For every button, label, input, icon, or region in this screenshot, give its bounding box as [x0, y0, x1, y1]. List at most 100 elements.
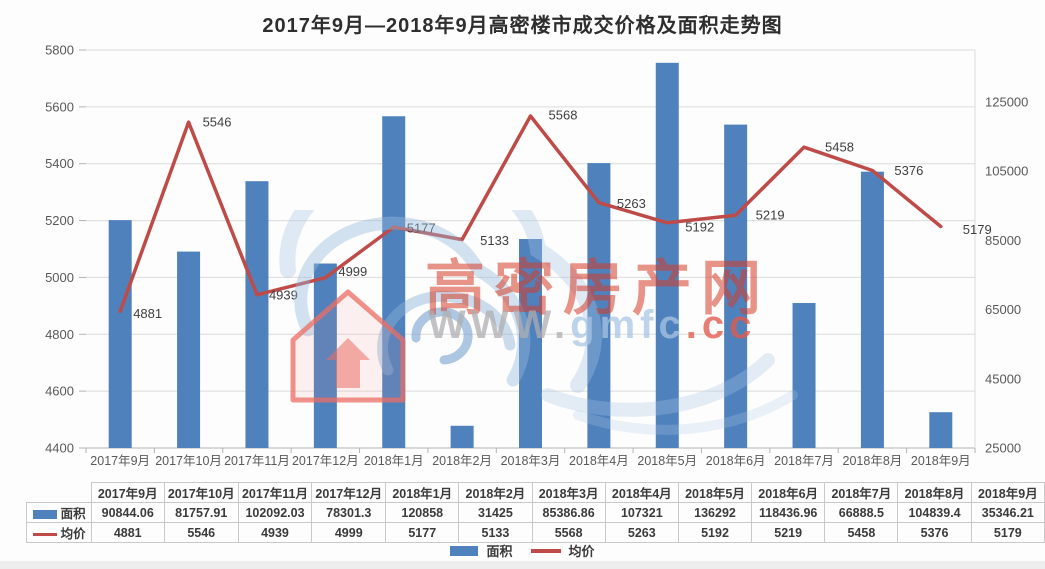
x-axis-label: 2018年3月 — [501, 454, 561, 468]
table-col-header: 2017年12月 — [311, 482, 387, 503]
price-swatch-icon — [32, 533, 57, 537]
table-value-cell: 118436.96 — [751, 502, 826, 523]
left-axis-label: 5800 — [45, 43, 74, 58]
price-point-label: 5376 — [894, 163, 923, 178]
right-axis-label: 105000 — [985, 164, 1028, 179]
table-value-cell: 5219 — [751, 522, 826, 543]
x-axis-label: 2018年9月 — [911, 454, 971, 468]
table-col-header: 2018年5月 — [677, 482, 753, 503]
area-bar — [860, 171, 884, 448]
chart-title: 2017年9月—2018年9月高密楼市成交价格及面积走势图 — [262, 15, 783, 37]
table-value-cell: 81757.91 — [163, 502, 239, 523]
area-bar — [245, 181, 269, 449]
table-value-cell: 5133 — [458, 522, 533, 543]
x-axis-label: 2018年6月 — [706, 454, 766, 468]
table-col-header: 2017年11月 — [237, 482, 313, 503]
area-legend-swatch — [450, 545, 479, 556]
area-bar — [929, 412, 953, 448]
table-row: 面积 90844.06 81757.91 102092.03 78301.3 120858… — [26, 502, 1045, 523]
table-col-header: 2017年9月 — [90, 482, 165, 503]
left-axis-label: 5200 — [45, 213, 74, 228]
table-col-header: 2018年3月 — [531, 482, 606, 503]
table-row: 均价 4881 5546 4939 4999 5177 5133 5568 5263 5192 52… — [26, 522, 1045, 543]
area-bar — [382, 116, 406, 449]
area-bar — [177, 251, 201, 448]
area-bar — [655, 62, 679, 448]
data-table: 2017年9月 2017年10月 2017年11月 2017年12月 2018年1月 20… — [26, 482, 1045, 543]
price-point-label: 5192 — [685, 219, 714, 234]
table-col-header: 2018年2月 — [458, 482, 533, 503]
price-point-label: 5133 — [480, 233, 509, 248]
area-bar — [587, 163, 611, 448]
x-axis-label: 2018年7月 — [774, 454, 834, 468]
price-point-label: 4881 — [133, 306, 162, 321]
x-axis-label: 2018年2月 — [432, 454, 492, 468]
area-swatch-icon — [32, 510, 57, 520]
table-value-cell: 136292 — [677, 502, 753, 523]
price-point-label: 5179 — [963, 222, 992, 237]
left-axis-label: 4800 — [45, 327, 74, 342]
right-axis-label: 65000 — [985, 302, 1021, 317]
table-col-header: 2018年4月 — [604, 482, 679, 503]
right-axis-label: 85000 — [985, 233, 1021, 248]
right-axis-label: 45000 — [985, 371, 1021, 386]
table-value-cell: 5263 — [604, 522, 679, 543]
price-point-label: 5177 — [407, 221, 436, 236]
left-axis-label: 5600 — [45, 99, 74, 114]
table-row-label: 面积 — [26, 502, 92, 523]
price-point-label: 5263 — [617, 196, 646, 211]
x-axis-label: 2018年5月 — [637, 454, 697, 468]
x-axis-label: 2017年10月 — [155, 454, 222, 468]
x-axis-label: 2018年8月 — [843, 454, 903, 468]
table-value-cell: 5546 — [163, 522, 239, 543]
table-value-cell: 35346.21 — [970, 502, 1045, 523]
table-value-cell: 5179 — [970, 522, 1045, 543]
area-legend-label: 面积 — [486, 544, 513, 559]
table-col-header: 2018年7月 — [824, 482, 899, 503]
price-line — [118, 114, 943, 314]
left-axis-label: 5000 — [45, 270, 74, 285]
x-axis-label: 2018年1月 — [364, 454, 424, 468]
table-row-label: 均价 — [26, 522, 92, 543]
table-value-cell: 66888.5 — [824, 502, 899, 523]
table-value-cell: 85386.86 — [531, 502, 606, 523]
area-bar — [792, 303, 816, 448]
table-value-cell: 5568 — [531, 522, 606, 543]
area-bar — [450, 425, 474, 448]
price-point-label: 5546 — [203, 115, 232, 130]
table-value-cell: 5177 — [385, 522, 460, 543]
table-row-label-text: 面积 — [60, 507, 86, 521]
area-bar — [724, 124, 748, 449]
price-point-label: 5219 — [756, 208, 785, 223]
area-bar — [313, 263, 337, 448]
price-legend-swatch — [530, 548, 561, 553]
table-value-cell: 5192 — [677, 522, 753, 543]
table-value-cell: 5458 — [824, 522, 899, 543]
left-axis-label: 5400 — [45, 156, 74, 171]
chart-legend: 面积 均价 — [0, 541, 1045, 560]
left-axis-label: 4400 — [45, 441, 74, 456]
price-point-label: 4999 — [338, 264, 367, 279]
right-axis-label: 25000 — [985, 441, 1021, 456]
table-value-cell: 107321 — [604, 502, 679, 523]
price-point-label: 5458 — [825, 140, 854, 155]
table-value-cell: 104839.4 — [897, 502, 972, 523]
x-axis-label: 2017年11月 — [224, 454, 290, 468]
table-col-header: 2018年1月 — [385, 482, 460, 503]
x-axis-label: 2017年12月 — [292, 454, 359, 468]
table-row-label-text: 均价 — [60, 527, 86, 541]
table-value-cell: 120858 — [385, 502, 460, 523]
table-col-header: 2018年8月 — [897, 482, 972, 503]
table-value-cell: 4999 — [311, 522, 387, 543]
table-value-cell: 90844.06 — [90, 502, 165, 523]
table-value-cell: 4881 — [90, 522, 165, 543]
table-col-header: 2018年9月 — [970, 482, 1045, 503]
x-axis-label: 2018年4月 — [569, 454, 629, 468]
table-value-cell: 5376 — [897, 522, 972, 543]
chart-canvas: 5800 5600 5400 5200 5000 4800 4600 4400 125000 10… — [45, 43, 1028, 469]
left-axis-label: 4600 — [45, 384, 74, 399]
table-value-cell: 4939 — [237, 522, 313, 543]
table-col-header: 2017年10月 — [163, 482, 239, 503]
table-value-cell: 102092.03 — [237, 502, 313, 523]
